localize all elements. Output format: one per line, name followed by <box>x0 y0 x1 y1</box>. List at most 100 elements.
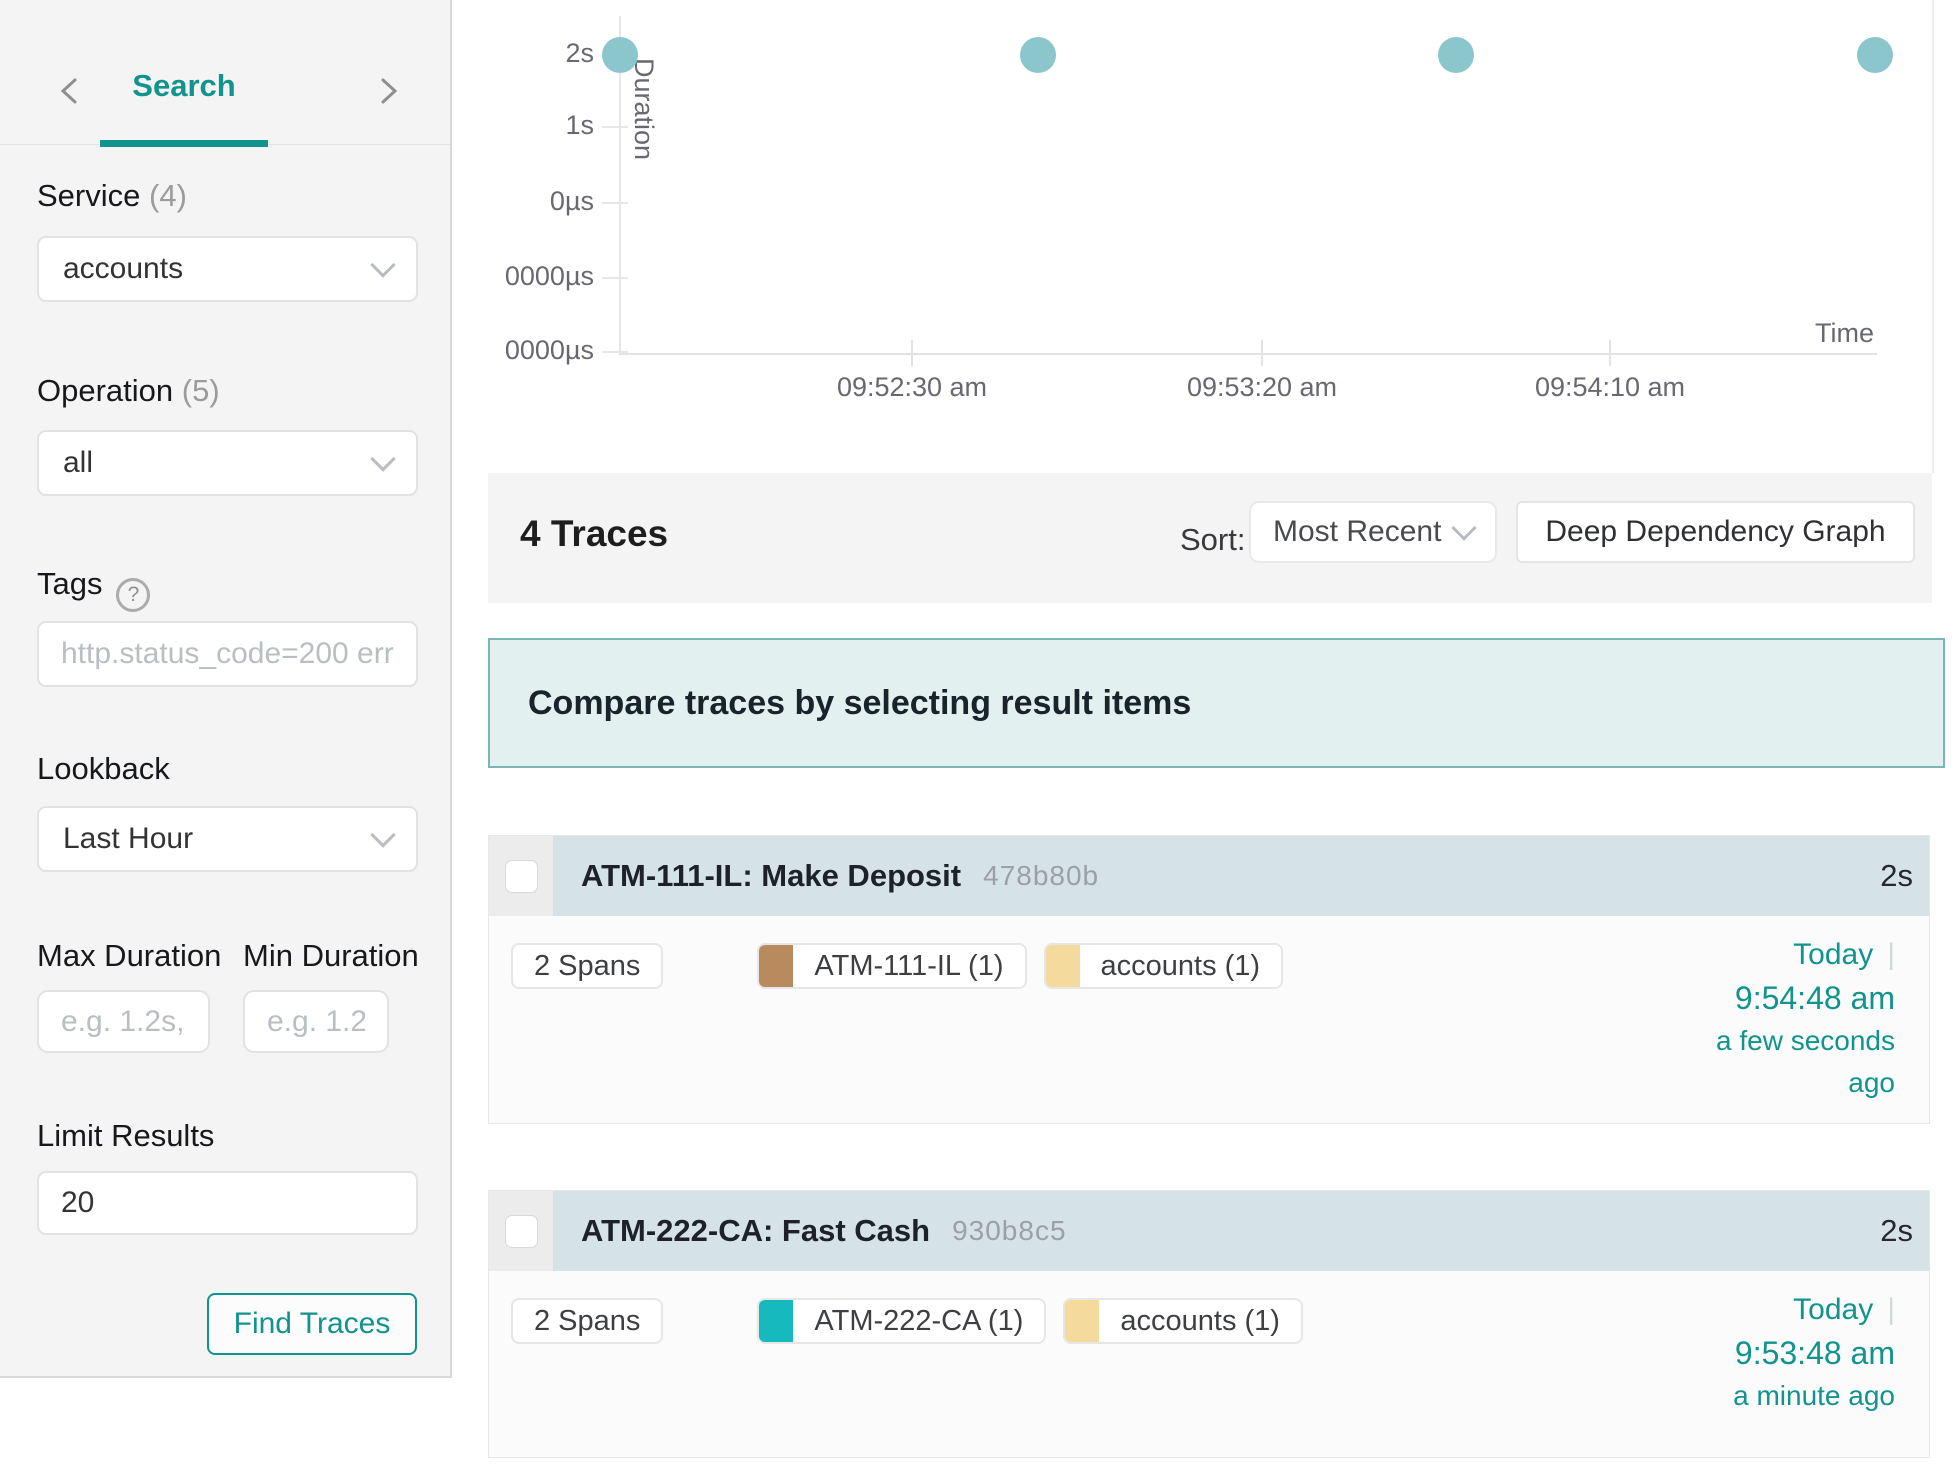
trace-day: Today | <box>1793 1293 1895 1326</box>
service-select-value: accounts <box>63 252 184 285</box>
trace-title: ATM-222-CA: Fast Cash <box>581 1213 931 1248</box>
search-sidebar: Search Service (4) accounts Operation (5… <box>0 0 452 1378</box>
tags-input[interactable] <box>37 621 418 687</box>
lookback-select[interactable]: Last Hour <box>37 806 418 872</box>
chevron-left-icon[interactable] <box>58 76 80 106</box>
chips-row: 2 Spans ATM-111-IL (1) accounts (1) <box>511 943 1284 989</box>
trace-clock-time: 9:54:48 am <box>1734 980 1895 1016</box>
min-duration-input[interactable] <box>243 990 389 1053</box>
limit-results-label: Limit Results <box>37 1118 215 1153</box>
operation-label: Operation (5) <box>37 373 220 408</box>
y-axis-line <box>619 16 621 355</box>
chevron-down-icon <box>370 822 396 848</box>
max-duration-input[interactable] <box>37 990 210 1053</box>
chevron-down-icon <box>370 252 396 278</box>
trace-result-card[interactable]: ATM-111-IL: Make Deposit 478b80b 2s 2 Sp… <box>488 835 1930 1124</box>
chevron-down-icon <box>1451 515 1477 541</box>
y-tick-label: 0µs <box>549 186 594 216</box>
service-chip: ATM-222-CA (1) <box>757 1298 1047 1344</box>
chevron-down-icon <box>370 446 396 472</box>
y-tick-label: 0000µs <box>504 261 594 291</box>
y-tick <box>602 277 628 279</box>
find-traces-button[interactable]: Find Traces <box>207 1293 417 1355</box>
x-tick-label: 09:53:20 am <box>1186 372 1338 402</box>
duration-scatter-plot: 2s 1s 0µs 0000µs 0000µs 09:52:30 am 09:5… <box>488 0 1934 473</box>
x-axis-line <box>619 353 1877 355</box>
service-label: Service (4) <box>37 178 187 213</box>
sidebar-tabs: Search <box>0 0 450 147</box>
limit-results-input[interactable] <box>37 1171 418 1235</box>
trace-checkbox[interactable] <box>504 1214 538 1248</box>
sort-label: Sort: <box>1180 522 1246 557</box>
x-tick <box>1261 340 1263 366</box>
trace-relative-time: a few seconds <box>1716 1025 1895 1056</box>
divider: | <box>1887 1293 1895 1326</box>
lookback-label: Lookback <box>37 751 170 786</box>
span-count-label: 2 Spans <box>534 1304 641 1337</box>
trace-card-header: ATM-111-IL: Make Deposit 478b80b 2s <box>489 836 1929 916</box>
trace-scatter-point[interactable] <box>1857 37 1893 73</box>
trace-card-body: 2 Spans ATM-222-CA (1) accounts (1) Toda… <box>489 1271 1929 1459</box>
x-tick-label: 09:52:30 am <box>836 372 988 402</box>
help-icon[interactable] <box>116 578 151 612</box>
compare-banner: Compare traces by selecting result items <box>488 638 1945 768</box>
operation-select-value: all <box>63 446 94 479</box>
tab-underline <box>100 140 268 147</box>
trace-scatter-point[interactable] <box>1438 37 1474 73</box>
x-axis-title: Time <box>1815 318 1874 348</box>
trace-scatter-point[interactable] <box>1020 37 1056 73</box>
service-chip-label: ATM-111-IL (1) <box>814 949 1004 982</box>
trace-duration: 2s <box>1880 858 1913 893</box>
span-count-chip: 2 Spans <box>511 1298 664 1344</box>
span-count-label: 2 Spans <box>534 949 641 982</box>
chips-row: 2 Spans ATM-222-CA (1) accounts (1) <box>511 1298 1303 1344</box>
service-chip-label: ATM-222-CA (1) <box>814 1304 1024 1337</box>
y-tick-label: 2s <box>565 38 594 68</box>
divider: | <box>1887 938 1895 971</box>
y-tick-label: 0000µs <box>504 335 594 365</box>
compare-banner-text: Compare traces by selecting result items <box>528 683 1192 722</box>
x-tick <box>911 340 913 366</box>
span-count-chip: 2 Spans <box>511 943 664 989</box>
trace-title-bar[interactable]: ATM-111-IL: Make Deposit 478b80b 2s <box>553 836 1929 916</box>
sort-select[interactable]: Most Recent <box>1249 501 1497 563</box>
x-tick-label: 09:54:10 am <box>1534 372 1686 402</box>
lookback-select-value: Last Hour <box>63 822 194 855</box>
deep-dependency-graph-button[interactable]: Deep Dependency Graph <box>1516 501 1915 563</box>
trace-card-header: ATM-222-CA: Fast Cash 930b8c5 2s <box>489 1191 1929 1271</box>
y-tick <box>602 351 628 353</box>
service-chip: accounts (1) <box>1063 1298 1303 1344</box>
trace-card-body: 2 Spans ATM-111-IL (1) accounts (1) Toda… <box>489 916 1929 1124</box>
y-tick-label: 1s <box>565 110 594 140</box>
service-color-swatch <box>1045 945 1080 987</box>
sort-select-value: Most Recent <box>1273 515 1442 548</box>
trace-duration: 2s <box>1880 1213 1913 1248</box>
checkbox-cell <box>489 1191 553 1271</box>
service-color-swatch <box>1065 1300 1100 1342</box>
trace-clock-time: 9:53:48 am <box>1734 1335 1895 1371</box>
trace-count: 4 Traces <box>520 513 669 554</box>
results-header-bar: 4 Traces Sort: Most Recent Deep Dependen… <box>488 473 1932 603</box>
y-tick <box>602 202 628 204</box>
trace-id: 478b80b <box>983 860 1100 891</box>
trace-id: 930b8c5 <box>952 1215 1067 1246</box>
trace-scatter-point[interactable] <box>602 37 638 73</box>
service-color-swatch <box>759 945 794 987</box>
chevron-right-icon[interactable] <box>378 76 400 106</box>
service-color-swatch <box>759 1300 794 1342</box>
tab-search[interactable]: Search <box>132 68 236 103</box>
operation-select[interactable]: all <box>37 430 418 496</box>
trace-checkbox[interactable] <box>504 859 538 893</box>
trace-day: Today | <box>1793 938 1895 971</box>
y-axis-title: Duration <box>629 58 659 161</box>
trace-result-card[interactable]: ATM-222-CA: Fast Cash 930b8c5 2s 2 Spans… <box>488 1190 1930 1458</box>
service-chip: ATM-111-IL (1) <box>757 943 1027 989</box>
service-select[interactable]: accounts <box>37 236 418 302</box>
max-duration-label: Max Duration <box>37 938 222 973</box>
service-chip-label: accounts (1) <box>1100 949 1261 982</box>
checkbox-cell <box>489 836 553 916</box>
service-chip: accounts (1) <box>1043 943 1284 989</box>
y-tick <box>602 126 628 128</box>
trace-title-bar[interactable]: ATM-222-CA: Fast Cash 930b8c5 2s <box>553 1191 1929 1271</box>
trace-time-block: Today | 9:53:48 am a minute ago <box>1733 1288 1895 1417</box>
